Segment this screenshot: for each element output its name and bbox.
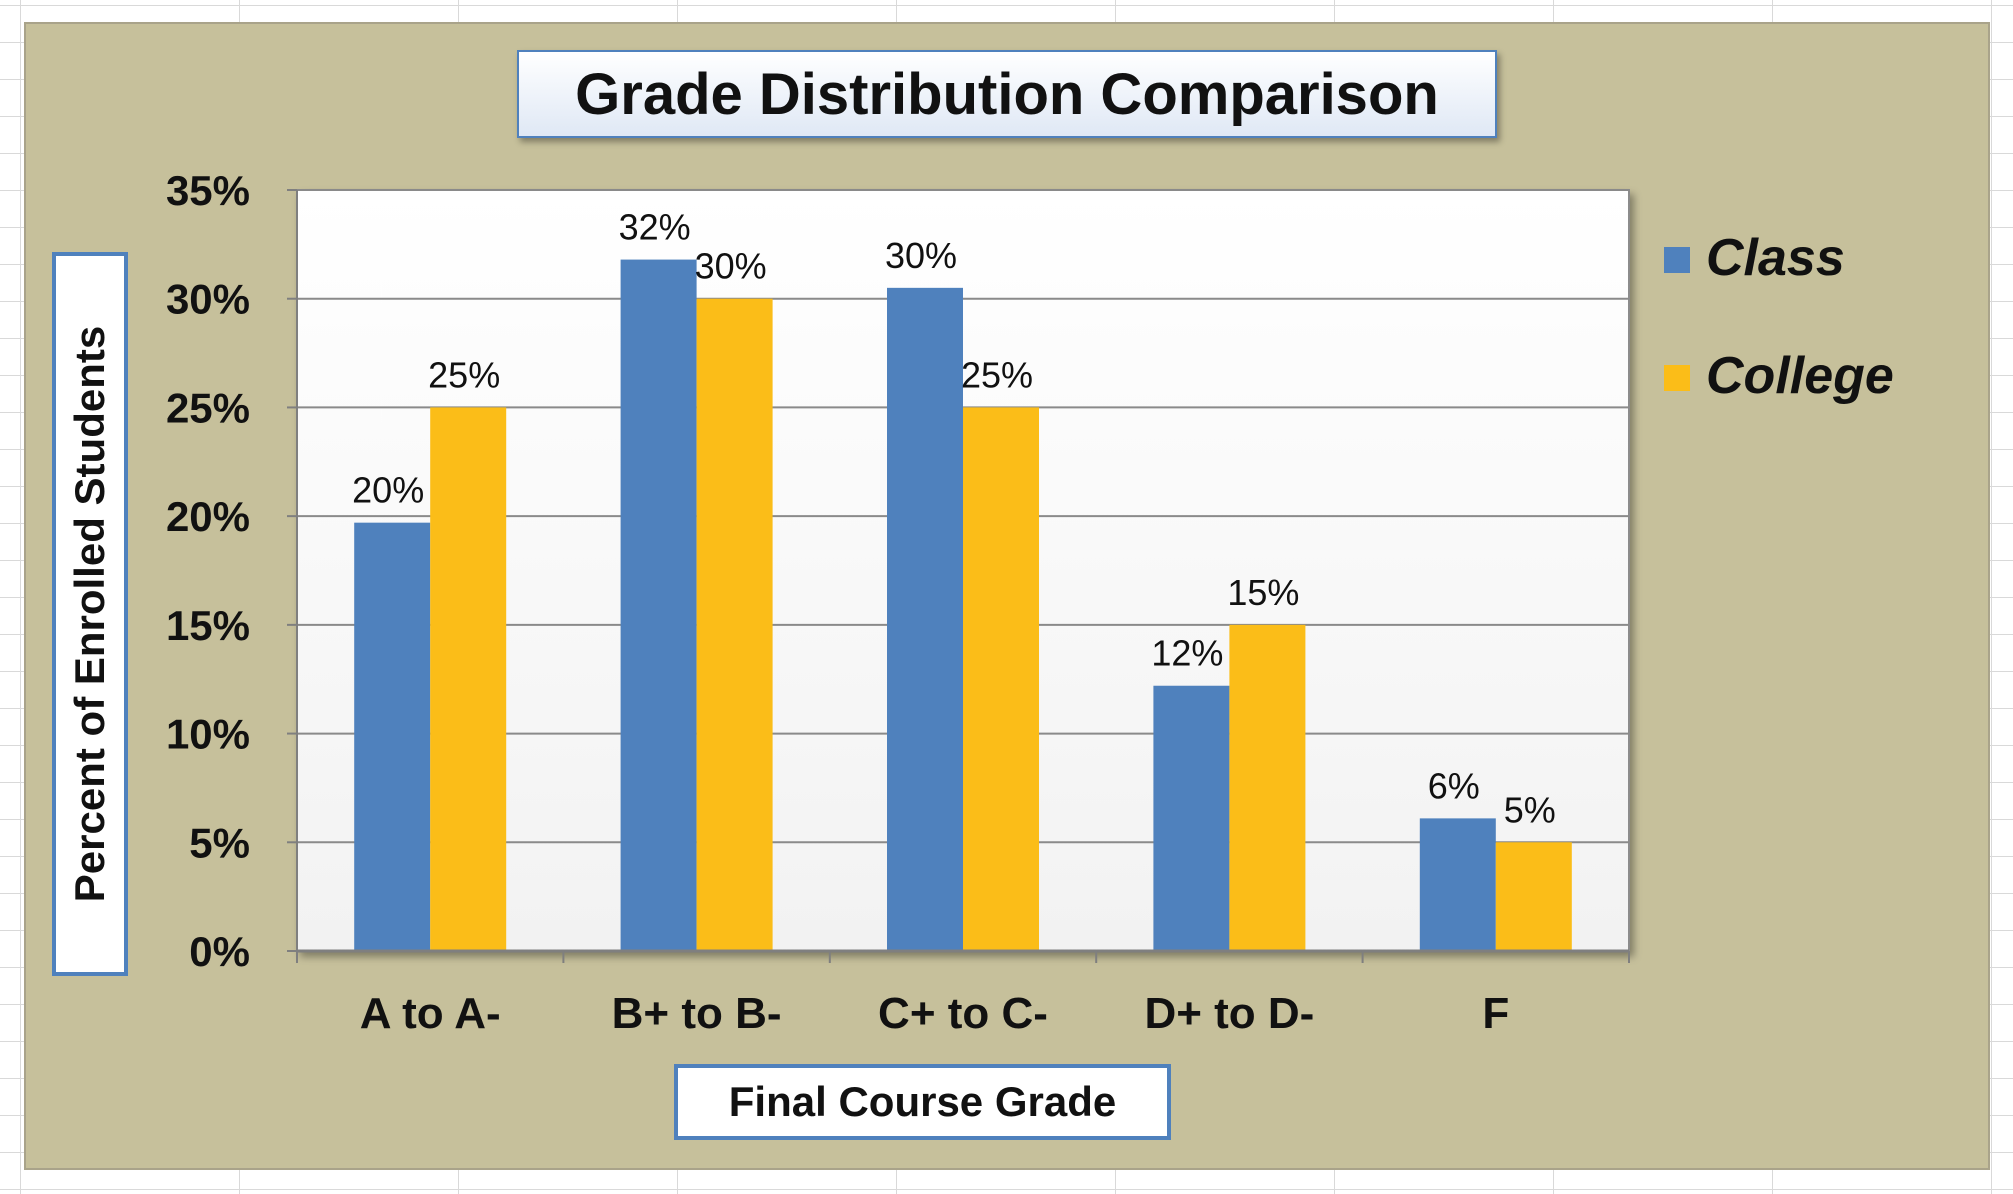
legend-swatch-college	[1664, 365, 1690, 391]
data-label-college: 30%	[695, 246, 767, 287]
legend[interactable]: Class College	[1664, 229, 1894, 405]
y-axis-title-text: Percent of Enrolled Students	[66, 325, 114, 903]
x-tick-label: A to A-	[360, 989, 501, 1038]
legend-swatch-class	[1664, 247, 1690, 273]
bar-class-5[interactable]	[1419, 818, 1496, 951]
chart-title[interactable]: Grade Distribution Comparison	[517, 50, 1497, 138]
data-label-class: 30%	[885, 235, 957, 276]
y-tick-label: 25%	[166, 384, 250, 431]
x-tick-label: B+ to B-	[612, 989, 782, 1038]
y-tick-label: 5%	[189, 819, 250, 866]
x-tick-label: C+ to C-	[878, 989, 1048, 1038]
bar-college-1[interactable]	[430, 407, 507, 951]
x-tick-label: D+ to D-	[1144, 989, 1314, 1038]
bar-class-4[interactable]	[1153, 685, 1230, 951]
data-label-college: 25%	[428, 354, 500, 395]
axes: 0% 5% 10% 15% 20% 25% 30% 35% A to A- B+ to B- C+ …	[166, 167, 1630, 1038]
y-axis-title[interactable]: Percent of Enrolled Students	[52, 252, 128, 976]
bar-class-3[interactable]	[887, 287, 963, 951]
bar-college-5[interactable]	[1495, 842, 1572, 951]
data-label-college: 25%	[961, 354, 1033, 395]
bar-class-1[interactable]	[354, 522, 431, 951]
data-label-college: 5%	[1504, 789, 1556, 830]
x-tick-label: F	[1482, 989, 1509, 1038]
data-label-class: 12%	[1151, 633, 1223, 674]
x-axis-title[interactable]: Final Course Grade	[674, 1064, 1171, 1140]
data-labels: 20%25%32%30% 30%25%12%15%6%5%	[352, 207, 1556, 831]
bar-class-2[interactable]	[620, 259, 697, 951]
y-tick-label: 0%	[189, 928, 250, 975]
y-tick-label: 30%	[166, 276, 250, 323]
bars	[354, 259, 1572, 951]
legend-label-class: Class	[1706, 229, 1845, 287]
data-label-class: 20%	[352, 470, 424, 511]
data-label-class: 32%	[619, 207, 691, 248]
y-tick-label: 35%	[166, 167, 250, 214]
y-tick-label: 10%	[166, 711, 250, 758]
bar-college-3[interactable]	[963, 407, 1039, 951]
bar-college-4[interactable]	[1229, 624, 1306, 951]
y-tick-label: 15%	[166, 602, 250, 649]
y-tick-label: 20%	[166, 493, 250, 540]
legend-label-college: College	[1706, 347, 1894, 405]
data-label-college: 15%	[1227, 572, 1299, 613]
bar-college-2[interactable]	[696, 298, 773, 951]
data-label-class: 6%	[1428, 765, 1480, 806]
